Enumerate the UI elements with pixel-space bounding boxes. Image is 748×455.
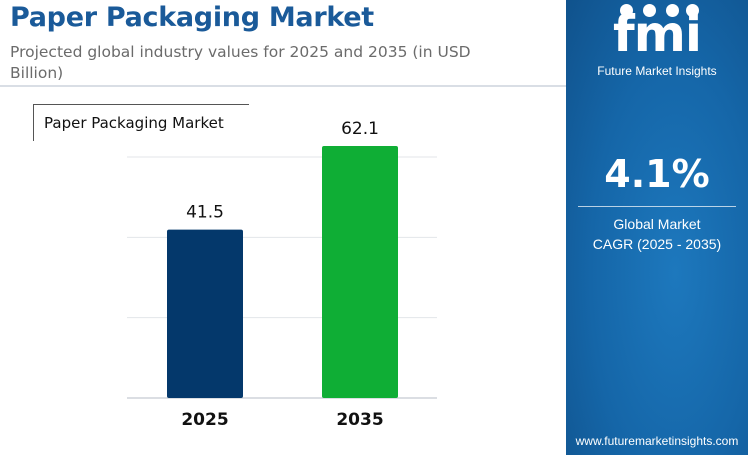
cagr-label-line1: Global Market bbox=[613, 216, 701, 232]
cagr-label-line2: CAGR (2025 - 2035) bbox=[592, 236, 722, 252]
legend-label: Paper Packaging Market bbox=[44, 114, 224, 132]
data-label-2025: 41.5 bbox=[186, 203, 224, 223]
sidebar-panel: fmi Future Market Insights 4.1% Global M… bbox=[566, 0, 748, 455]
x-tick-label-2035: 2035 bbox=[336, 410, 383, 430]
bar-2035 bbox=[322, 146, 398, 398]
data-label-2035: 62.1 bbox=[341, 119, 379, 139]
header-divider bbox=[0, 85, 566, 87]
website-link[interactable]: www.futuremarketinsights.com bbox=[575, 434, 739, 448]
x-tick-label-2025: 2025 bbox=[181, 410, 228, 430]
cagr-value: 4.1% bbox=[604, 152, 710, 196]
page-title: Paper Packaging Market bbox=[10, 2, 374, 33]
chart-legend: Paper Packaging Market bbox=[33, 104, 249, 141]
bar-2025 bbox=[167, 229, 243, 398]
sidebar-divider bbox=[578, 206, 736, 207]
page-subtitle: Projected global industry values for 202… bbox=[10, 43, 471, 82]
logo-decoration-icon bbox=[606, 4, 706, 18]
logo-subtitle: Future Market Insights bbox=[597, 64, 717, 78]
bar-chart: 41.5 2025 62.1 2035 bbox=[127, 119, 437, 430]
fmi-logo: fmi bbox=[613, 5, 702, 63]
